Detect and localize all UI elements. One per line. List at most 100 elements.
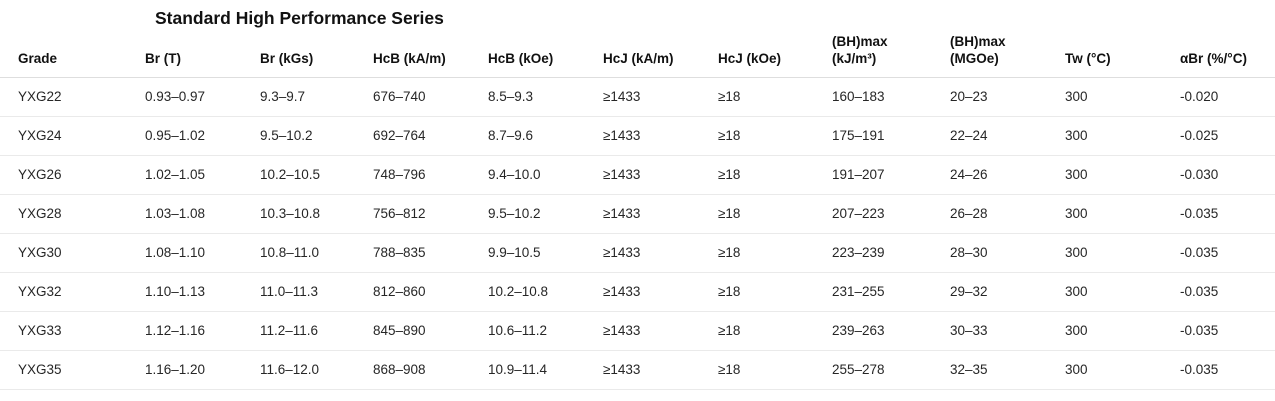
value-cell: 868–908 bbox=[373, 350, 488, 390]
value-cell: 812–860 bbox=[373, 272, 488, 312]
grade-cell: YXG24 bbox=[0, 116, 145, 156]
page-title: Standard High Performance Series bbox=[155, 8, 444, 28]
column-header: αBr (%/°C) bbox=[1180, 30, 1275, 78]
value-cell: 8.5–9.3 bbox=[488, 77, 603, 117]
value-cell: ≥18 bbox=[718, 194, 832, 234]
value-cell: 0.95–1.02 bbox=[145, 116, 260, 156]
value-cell: 10.8–11.0 bbox=[260, 233, 373, 273]
value-cell: 8.7–9.6 bbox=[488, 116, 603, 156]
value-cell: 300 bbox=[1065, 155, 1180, 195]
value-cell: 9.4–10.0 bbox=[488, 155, 603, 195]
value-cell: 11.0–11.3 bbox=[260, 272, 373, 312]
page: Standard High Performance Series Grade Br… bbox=[0, 7, 1275, 401]
value-cell: ≥18 bbox=[718, 350, 832, 390]
table-row: YXG35 1.16–1.20 11.6–12.0 868–908 10.9–11.4 ≥… bbox=[0, 350, 1275, 390]
value-cell: ≥1433 bbox=[603, 155, 718, 195]
value-cell: 845–890 bbox=[373, 311, 488, 351]
value-cell: 191–207 bbox=[832, 155, 950, 195]
value-cell: 26–28 bbox=[950, 194, 1065, 234]
value-cell: 300 bbox=[1065, 272, 1180, 312]
value-cell: 32–35 bbox=[950, 350, 1065, 390]
table-row: YXG28 1.03–1.08 10.3–10.8 756–812 9.5–10.2 ≥1… bbox=[0, 194, 1275, 234]
value-cell: 223–239 bbox=[832, 233, 950, 273]
value-cell: ≥18 bbox=[718, 272, 832, 312]
grade-cell: YXG33 bbox=[0, 311, 145, 351]
value-cell: 28–30 bbox=[950, 233, 1065, 273]
value-cell: 9.5–10.2 bbox=[488, 194, 603, 234]
value-cell: -0.035 bbox=[1180, 311, 1275, 351]
value-cell: -0.035 bbox=[1180, 233, 1275, 273]
column-header: (BH)max (kJ/m³) bbox=[832, 30, 950, 78]
value-cell: ≥18 bbox=[718, 77, 832, 117]
value-cell: 748–796 bbox=[373, 155, 488, 195]
grade-cell: YXG28 bbox=[0, 194, 145, 234]
value-cell: ≥18 bbox=[718, 116, 832, 156]
value-cell: 11.2–11.6 bbox=[260, 311, 373, 351]
value-cell: -0.025 bbox=[1180, 116, 1275, 156]
column-header: Br (kGs) bbox=[260, 30, 373, 78]
column-header: Grade bbox=[0, 30, 145, 78]
value-cell: ≥18 bbox=[718, 233, 832, 273]
value-cell: ≥18 bbox=[718, 155, 832, 195]
value-cell: 30–33 bbox=[950, 311, 1065, 351]
table-row: YXG33 1.12–1.16 11.2–11.6 845–890 10.6–11.2 ≥… bbox=[0, 311, 1275, 351]
column-header: HcB (kA/m) bbox=[373, 30, 488, 78]
value-cell: 676–740 bbox=[373, 77, 488, 117]
value-cell: 300 bbox=[1065, 233, 1180, 273]
value-cell: 11.6–12.0 bbox=[260, 350, 373, 390]
value-cell: 9.3–9.7 bbox=[260, 77, 373, 117]
value-cell: 1.16–1.20 bbox=[145, 350, 260, 390]
value-cell: 10.2–10.5 bbox=[260, 155, 373, 195]
value-cell: -0.035 bbox=[1180, 350, 1275, 390]
value-cell: 300 bbox=[1065, 311, 1180, 351]
value-cell: 10.6–11.2 bbox=[488, 311, 603, 351]
column-header: HcJ (kA/m) bbox=[603, 30, 718, 78]
value-cell: 24–26 bbox=[950, 155, 1065, 195]
value-cell: 1.10–1.13 bbox=[145, 272, 260, 312]
value-cell: 207–223 bbox=[832, 194, 950, 234]
grade-cell: YXG26 bbox=[0, 155, 145, 195]
value-cell: ≥1433 bbox=[603, 350, 718, 390]
value-cell: 20–23 bbox=[950, 77, 1065, 117]
value-cell: 0.93–0.97 bbox=[145, 77, 260, 117]
value-cell: 255–278 bbox=[832, 350, 950, 390]
value-cell: 9.5–10.2 bbox=[260, 116, 373, 156]
table-body: YXG22 0.93–0.97 9.3–9.7 676–740 8.5–9.3 ≥1433… bbox=[0, 77, 1275, 390]
column-header: Tw (°C) bbox=[1065, 30, 1180, 78]
value-cell: 1.08–1.10 bbox=[145, 233, 260, 273]
table-row: YXG24 0.95–1.02 9.5–10.2 692–764 8.7–9.6 ≥143… bbox=[0, 116, 1275, 156]
value-cell: ≥1433 bbox=[603, 311, 718, 351]
value-cell: 300 bbox=[1065, 116, 1180, 156]
grade-cell: YXG22 bbox=[0, 77, 145, 117]
value-cell: 300 bbox=[1065, 194, 1180, 234]
table-row: YXG26 1.02–1.05 10.2–10.5 748–796 9.4–10.0 ≥1… bbox=[0, 155, 1275, 195]
grade-cell: YXG32 bbox=[0, 272, 145, 312]
column-header: HcB (kOe) bbox=[488, 30, 603, 78]
table-header-row: Grade Br (T) Br (kGs) HcB (kA/m) HcB (kOe) Hc… bbox=[0, 30, 1275, 78]
value-cell: 10.9–11.4 bbox=[488, 350, 603, 390]
value-cell: -0.035 bbox=[1180, 272, 1275, 312]
value-cell: 756–812 bbox=[373, 194, 488, 234]
table-header: Grade Br (T) Br (kGs) HcB (kA/m) HcB (kOe) Hc… bbox=[0, 30, 1275, 78]
value-cell: 1.12–1.16 bbox=[145, 311, 260, 351]
value-cell: 788–835 bbox=[373, 233, 488, 273]
value-cell: 1.02–1.05 bbox=[145, 155, 260, 195]
grade-cell: YXG30 bbox=[0, 233, 145, 273]
value-cell: -0.035 bbox=[1180, 194, 1275, 234]
table-row: YXG32 1.10–1.13 11.0–11.3 812–860 10.2–10.8 ≥… bbox=[0, 272, 1275, 312]
value-cell: 22–24 bbox=[950, 116, 1065, 156]
column-header: Br (T) bbox=[145, 30, 260, 78]
value-cell: ≥1433 bbox=[603, 194, 718, 234]
value-cell: 300 bbox=[1065, 77, 1180, 117]
value-cell: ≥1433 bbox=[603, 77, 718, 117]
grade-cell: YXG35 bbox=[0, 350, 145, 390]
table-row: YXG30 1.08–1.10 10.8–11.0 788–835 9.9–10.5 ≥1… bbox=[0, 233, 1275, 273]
value-cell: 160–183 bbox=[832, 77, 950, 117]
value-cell: 9.9–10.5 bbox=[488, 233, 603, 273]
value-cell: ≥18 bbox=[718, 311, 832, 351]
spec-table: Grade Br (T) Br (kGs) HcB (kA/m) HcB (kOe) Hc… bbox=[0, 30, 1275, 390]
table-row: YXG22 0.93–0.97 9.3–9.7 676–740 8.5–9.3 ≥1433… bbox=[0, 77, 1275, 117]
value-cell: 231–255 bbox=[832, 272, 950, 312]
value-cell: -0.030 bbox=[1180, 155, 1275, 195]
value-cell: 239–263 bbox=[832, 311, 950, 351]
